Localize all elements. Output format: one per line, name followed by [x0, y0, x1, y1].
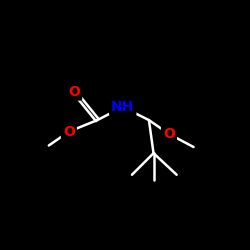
Text: O: O — [163, 127, 175, 141]
Text: O: O — [63, 125, 75, 139]
Text: NH: NH — [111, 100, 134, 114]
Text: O: O — [68, 84, 80, 98]
